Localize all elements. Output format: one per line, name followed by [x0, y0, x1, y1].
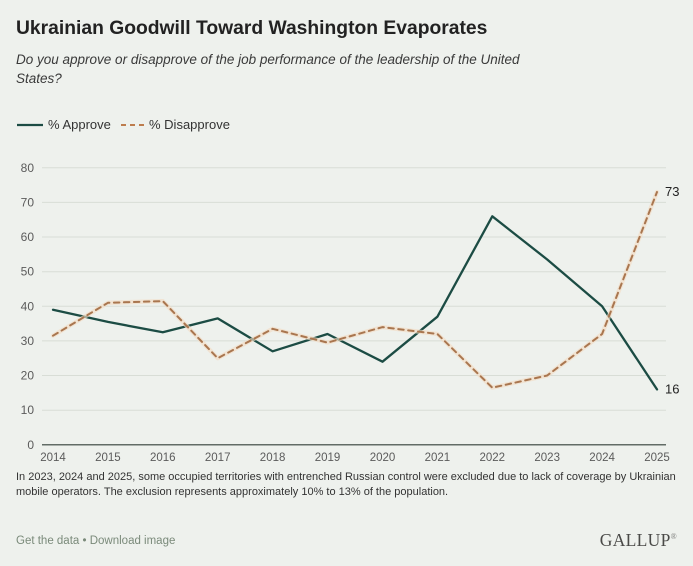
svg-text:70: 70 [21, 195, 35, 209]
svg-text:2016: 2016 [150, 452, 176, 464]
svg-text:2023: 2023 [534, 452, 560, 464]
svg-text:80: 80 [21, 161, 35, 175]
svg-text:2024: 2024 [589, 452, 615, 464]
svg-text:2015: 2015 [95, 452, 121, 464]
svg-text:16: 16 [665, 381, 679, 396]
svg-text:20: 20 [21, 369, 35, 383]
svg-text:30: 30 [21, 334, 35, 348]
svg-text:2017: 2017 [205, 452, 231, 464]
svg-text:2019: 2019 [315, 452, 341, 464]
svg-text:50: 50 [21, 265, 35, 279]
svg-text:10: 10 [21, 403, 35, 417]
svg-text:2025: 2025 [644, 452, 670, 464]
svg-text:0: 0 [27, 438, 34, 452]
svg-text:2014: 2014 [40, 452, 66, 464]
svg-text:2021: 2021 [425, 452, 451, 464]
svg-text:40: 40 [21, 299, 35, 313]
svg-text:2022: 2022 [480, 452, 506, 464]
svg-text:60: 60 [21, 230, 35, 244]
svg-text:73: 73 [665, 184, 679, 199]
svg-text:2020: 2020 [370, 452, 396, 464]
svg-text:2018: 2018 [260, 452, 286, 464]
